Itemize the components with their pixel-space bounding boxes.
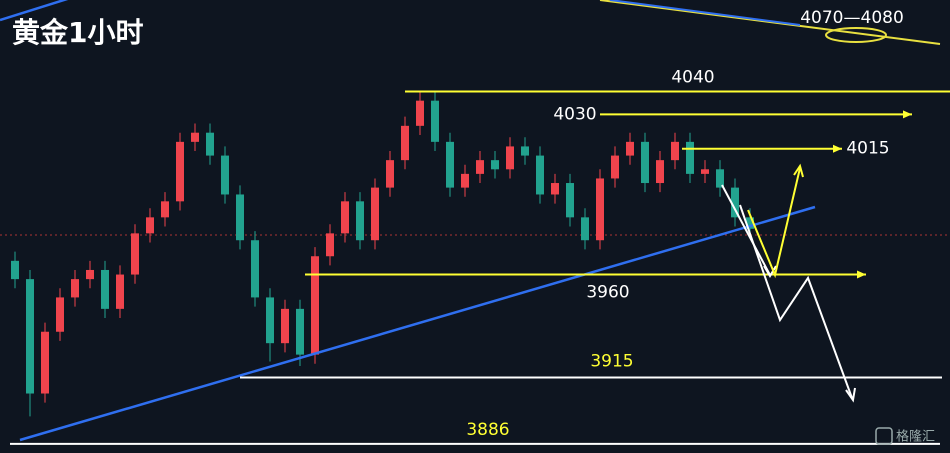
candle-body — [461, 173, 469, 188]
candle-body — [611, 155, 619, 179]
candle-body — [146, 217, 154, 234]
candle-body — [581, 217, 589, 241]
candle-body — [11, 260, 19, 280]
candle-body — [731, 187, 739, 218]
candle-body — [746, 217, 754, 229]
candle-body — [671, 141, 679, 161]
arrow-head — [903, 110, 912, 119]
watermark-icon — [875, 427, 893, 445]
candle-body — [101, 269, 109, 309]
candle-body — [266, 297, 274, 344]
candles — [11, 91, 754, 417]
candle-body — [446, 141, 454, 188]
trend-line — [609, 0, 801, 26]
annotation: 4070—4080 — [800, 8, 904, 28]
candle-body — [701, 169, 709, 174]
candle-body — [431, 100, 439, 142]
candle-body — [71, 279, 79, 298]
candle-body — [281, 308, 289, 344]
candle-body — [221, 155, 229, 195]
levels: 4040 4030 4015 3960 3915 3886 — [10, 68, 950, 445]
arrow-head — [857, 270, 866, 279]
candle-body — [311, 256, 319, 355]
level-label: 3960 — [586, 283, 629, 303]
level-label: 4040 — [671, 68, 714, 88]
watermark: 格隆汇 — [896, 429, 935, 445]
arrow-head — [833, 144, 842, 153]
trend-line — [19, 205, 816, 442]
candle-body — [596, 178, 604, 241]
chart-title: 黄金1小时 — [12, 16, 143, 49]
candle-body — [26, 279, 34, 394]
candle-body — [536, 155, 544, 195]
level-label: 3915 — [590, 352, 633, 372]
candle-body — [116, 274, 124, 309]
candle-body — [416, 100, 424, 126]
candle-body — [191, 132, 199, 142]
path-arrows — [747, 163, 804, 279]
candle-body — [251, 240, 259, 298]
candle-body — [131, 233, 139, 275]
candle-body — [401, 125, 409, 161]
level-label: 4030 — [553, 104, 596, 124]
candle-body — [176, 141, 184, 202]
candle-body — [551, 183, 559, 195]
level-label: 3886 — [466, 420, 509, 440]
candle-body — [341, 201, 349, 234]
path-arrows — [721, 184, 856, 403]
candle-body — [371, 187, 379, 241]
candle-body — [686, 141, 694, 174]
candle-body — [641, 141, 649, 184]
candle-body — [656, 160, 664, 184]
candle-body — [326, 233, 334, 257]
candle-body — [356, 201, 364, 241]
candle-body — [491, 160, 499, 170]
candle-body — [296, 308, 304, 355]
candle-body — [206, 132, 214, 156]
level-label: 4015 — [846, 139, 889, 159]
candle-body — [56, 297, 64, 332]
candle-body — [476, 160, 484, 174]
candle-body — [521, 146, 529, 156]
candle-body — [716, 169, 724, 188]
candle-body — [161, 201, 169, 218]
highlight-ellipse — [825, 27, 887, 43]
candle-body — [41, 331, 49, 394]
trend-line — [0, 0, 69, 22]
candle-body — [236, 194, 244, 241]
candle-body — [626, 141, 634, 156]
candle-body — [506, 146, 514, 170]
candle-body — [566, 183, 574, 218]
candle-body — [86, 269, 94, 280]
candle-body — [386, 160, 394, 188]
